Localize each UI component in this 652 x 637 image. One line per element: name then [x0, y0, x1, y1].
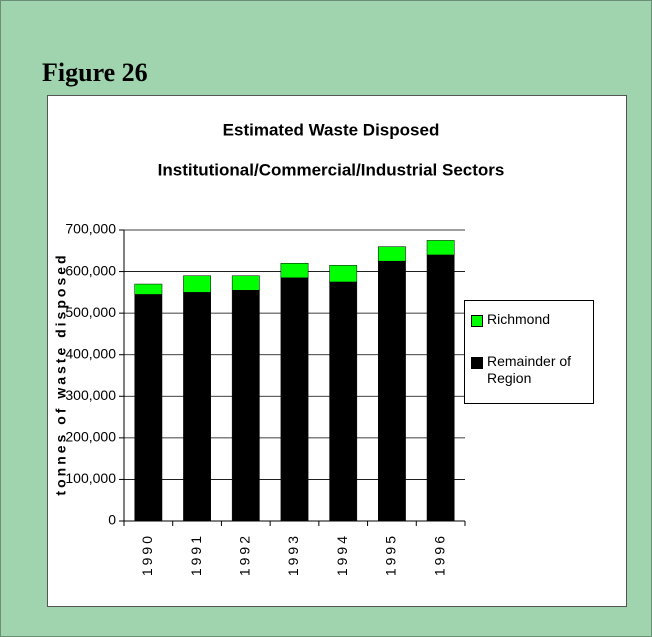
y-tick-label: 600,000 [65, 262, 116, 278]
x-tick-label: 1990 [139, 533, 155, 576]
x-tick-label: 1992 [236, 533, 252, 576]
y-tick-label: 0 [108, 512, 116, 528]
y-tick-label: 300,000 [65, 387, 116, 403]
legend: Richmond Remainder of Region [464, 300, 594, 404]
x-tick-label: 1996 [431, 533, 447, 576]
chart: Estimated Waste Disposed Institutional/C… [53, 120, 505, 576]
y-tick-label: 400,000 [65, 345, 116, 361]
y-tick-label: 100,000 [65, 470, 116, 486]
y-tick-label: 700,000 [65, 221, 116, 237]
bar-segment [426, 240, 455, 256]
bar-segment [231, 290, 260, 522]
bar-segment [378, 260, 406, 522]
bar-segment [280, 263, 309, 279]
bar-segment [329, 265, 358, 283]
y-axis-label: tonnes of waste disposed [53, 252, 69, 495]
legend-label: Remainder of Region [487, 353, 572, 386]
y-tick-label: 200,000 [65, 429, 116, 445]
legend-item: Richmond [471, 311, 587, 328]
bar-segment [134, 294, 163, 522]
legend-swatch [471, 357, 483, 369]
bar-segment [329, 281, 358, 522]
bar-segment [134, 283, 163, 295]
x-tick-label: 1993 [285, 533, 301, 576]
figure-label: Figure 26 [42, 58, 148, 87]
legend-item: Remainder of Region [471, 353, 587, 387]
bar-segment [183, 292, 211, 522]
y-tick-label: 500,000 [65, 304, 116, 320]
bar-segment [183, 275, 211, 293]
x-tick-label: 1994 [334, 533, 350, 576]
x-tick-label: 1995 [383, 533, 399, 576]
legend-label: Richmond [487, 311, 551, 327]
legend-swatch [471, 315, 483, 327]
chart-title: Estimated Waste Disposed [223, 120, 440, 139]
bar-segment [280, 277, 309, 522]
chart-panel: Estimated Waste Disposed Institutional/C… [47, 95, 627, 607]
chart-title: Institutional/Commercial/Industrial Sect… [158, 160, 505, 179]
bar-segment [231, 275, 260, 291]
x-tick-label: 1991 [188, 533, 204, 576]
bar-segment [378, 246, 406, 262]
bar-segment [426, 254, 455, 522]
